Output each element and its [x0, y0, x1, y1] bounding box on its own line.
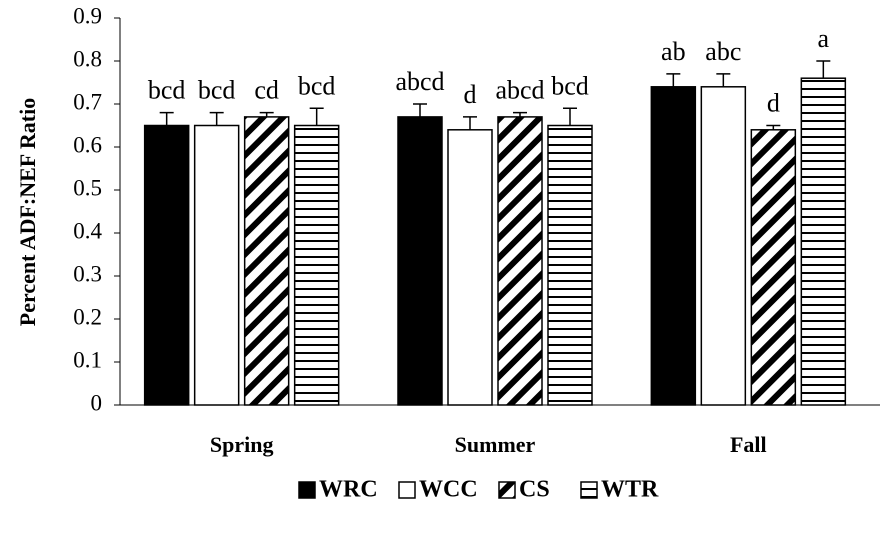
error-bar [309, 107, 324, 126]
significance-letter: a [818, 24, 830, 53]
significance-letter: abcd [395, 67, 444, 96]
error-bar [513, 111, 527, 117]
legend-swatch [580, 481, 598, 499]
x-tick-label: Spring [210, 432, 274, 457]
legend-swatch [298, 481, 316, 499]
bar [650, 86, 697, 406]
y-tick-label: 0.1 [73, 347, 102, 372]
legend-label: CS [519, 477, 550, 503]
legend-label: WTR [601, 477, 659, 503]
bar [700, 86, 747, 406]
x-tick-label: Summer [455, 432, 536, 457]
significance-letter: bcd [148, 76, 186, 105]
significance-letter: ab [661, 37, 686, 66]
bar [497, 116, 543, 406]
bar [547, 124, 593, 406]
significance-letter: cd [254, 76, 279, 105]
error-bar [159, 111, 174, 126]
error-bar [816, 60, 831, 79]
bar [293, 124, 340, 406]
error-bar [666, 73, 681, 87]
bar [193, 124, 240, 406]
y-axis-title: Percent ADF:NEF Ratio [15, 98, 40, 327]
y-tick-label: 0 [91, 390, 103, 415]
y-tick-label: 0.8 [73, 46, 102, 71]
significance-letter: abcd [495, 76, 544, 105]
y-tick-label: 0.3 [73, 261, 102, 286]
y-tick-label: 0.9 [73, 3, 102, 28]
y-tick-label: 0.6 [73, 132, 102, 157]
bar [800, 77, 847, 406]
legend-swatch [398, 481, 416, 499]
error-bar [766, 124, 781, 130]
significance-letter: bcd [551, 71, 589, 100]
error-bar [463, 116, 477, 130]
bar [143, 124, 190, 406]
bar [243, 116, 290, 406]
bar [447, 129, 493, 406]
significance-letter: abc [705, 37, 741, 66]
error-bar [259, 111, 274, 117]
significance-letter: bcd [298, 71, 336, 100]
y-tick-label: 0.5 [73, 175, 102, 200]
x-tick-label: Fall [730, 432, 767, 457]
significance-letter: bcd [198, 76, 236, 105]
y-tick-label: 0.2 [73, 304, 102, 329]
bar [397, 116, 443, 406]
y-tick-label: 0.7 [73, 89, 102, 114]
y-tick-label: 0.4 [73, 218, 102, 243]
error-bar [209, 111, 224, 126]
error-bar [716, 73, 731, 87]
bar [750, 129, 797, 406]
legend-label: WRC [319, 477, 378, 503]
error-bar [413, 103, 427, 117]
significance-letter: d [464, 80, 477, 109]
legend-swatch [498, 481, 516, 499]
error-bar [563, 107, 577, 126]
significance-letter: d [767, 88, 780, 117]
legend-label: WCC [419, 477, 478, 503]
